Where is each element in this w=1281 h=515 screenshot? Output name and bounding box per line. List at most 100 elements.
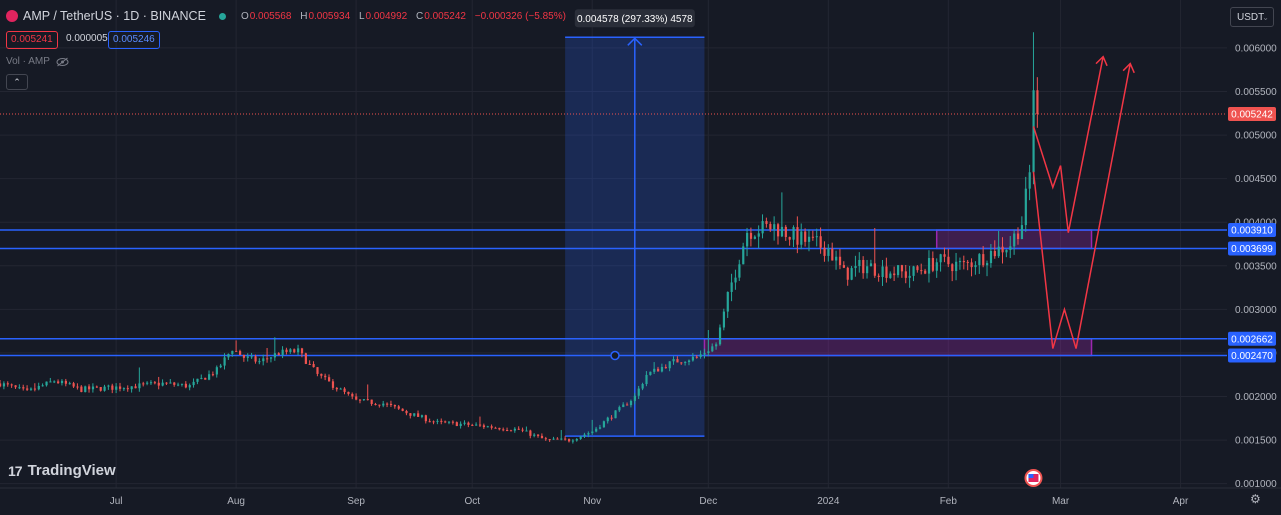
candle-body [339,388,342,390]
candle [122,387,126,391]
candle-body [138,383,141,389]
candle-body [846,267,849,280]
level-tag-bg [1228,331,1276,346]
candle [587,431,590,438]
candle [177,382,180,387]
candle-body [544,438,547,440]
candle-body [300,348,304,354]
buy-price-box[interactable]: 0.005246 [108,31,160,49]
amp-logo-icon [6,10,18,22]
candle [672,356,675,365]
candle [37,382,40,391]
candle-body [835,256,838,261]
candle [800,223,803,250]
candle-body [447,421,451,423]
candle-body [877,275,880,277]
candle [409,413,412,419]
candle [838,248,842,270]
candle-body [687,360,691,363]
candle-body [509,430,513,432]
candle [312,361,315,368]
candle [41,383,44,387]
candle-body [22,387,25,389]
candle [540,433,544,439]
candle [258,358,261,365]
candle [807,229,811,252]
candle-body [978,254,981,266]
candle-body [649,371,652,375]
symbol-title[interactable]: AMP / TetherUS · 1D · BINANCE [23,9,206,23]
candle [18,384,21,390]
candle-body [444,421,447,423]
level-tag-bg [1228,241,1276,256]
candle [95,385,98,388]
candle-body [660,366,664,372]
ohlc-high: 0.005934 [308,10,351,22]
candle [827,244,830,262]
candle-body [676,359,679,363]
candle-body [64,380,68,384]
x-tick-label: Feb [940,496,958,507]
candle-body [378,404,381,406]
eye-off-icon[interactable] [56,57,69,67]
candle [432,420,435,425]
candle-body [629,400,633,406]
candle-body [1028,172,1031,189]
measure-label: 0.004578 (297.33%) 4578 [577,14,693,25]
candle [436,418,439,425]
candle-body [459,423,462,427]
candle [393,404,397,409]
candle [544,436,547,441]
candle [564,436,567,441]
y-tick-label: 0.004500 [1235,174,1277,185]
currency-select[interactable]: USDT ⌄ [1230,7,1274,27]
candle [831,242,834,261]
candle [641,382,644,391]
candle [374,402,377,406]
candle [455,421,458,427]
candle [889,271,892,279]
collapse-legend-button[interactable]: ⌃ [6,74,28,90]
candle [598,424,602,430]
tradingview-logo[interactable]: 17 TradingView [8,462,116,479]
ohlc-open-key: O [240,10,249,22]
candle [107,384,110,390]
candle [579,435,582,440]
candle [978,253,981,274]
candle [447,421,451,425]
candle [931,251,935,273]
candle [502,427,505,432]
candle [1020,216,1024,240]
candle-body [424,415,427,422]
tradingview-logo-mark: 17 [8,462,23,479]
gear-icon[interactable]: ⚙ [1250,492,1261,506]
candle [196,378,199,385]
candle-body [807,236,811,242]
candle [769,221,772,232]
candle-body [606,417,609,422]
candle-body [328,377,331,382]
candle [238,349,242,356]
candle-body [742,246,745,265]
candle [896,264,900,278]
candle [533,433,536,438]
candle-body [1001,246,1004,253]
candle [289,348,292,354]
candle-body [478,424,482,426]
candle [22,384,25,391]
candles [0,32,1039,444]
candle [68,381,71,385]
ohlc-change: −0.000326 (−5.85%) [474,10,566,22]
candle [308,360,311,365]
candle-body [370,399,373,404]
candle [99,387,102,392]
candle-body [1005,249,1008,253]
volume-indicator[interactable]: Vol · AMP [6,56,69,67]
candle-body [115,386,118,390]
sell-price-box[interactable]: 0.005241 [6,31,58,49]
candle-body [618,407,621,411]
candle [277,352,280,356]
candle [60,379,64,386]
candle [300,347,304,358]
